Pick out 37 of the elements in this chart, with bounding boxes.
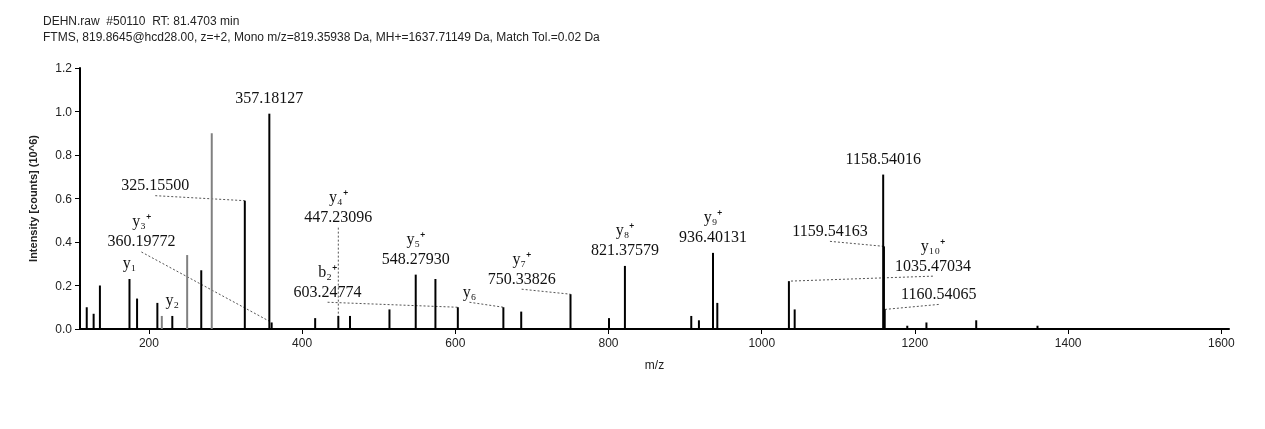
annotation: 325.15500 [121, 176, 190, 194]
y-tick-label: 0.2 [55, 278, 73, 293]
annotation: y₉⁺ 936.40131 [679, 208, 748, 246]
x-tick-label: 600 [445, 336, 466, 350]
annotation: 1160.54065 [901, 284, 977, 302]
chart-subtitle: FTMS, 819.8645@hcd28.00, z=+2, Mono m/z=819.35938 Da, MH+=1637.71149 Da, Match Tol.=0.02 Da [43, 30, 601, 44]
bar [186, 255, 189, 329]
y-tick-label: 1.0 [55, 104, 73, 119]
annotation: y₄⁺ 447.23096 [304, 188, 373, 226]
annotation: 357.18127 [235, 89, 304, 107]
annotation: y₁ [122, 254, 137, 273]
y-tick-label: 1.2 [55, 61, 73, 75]
annotation: 1159.54163 [792, 221, 868, 239]
annotation: y₈⁺ 821.37579 [590, 221, 659, 259]
bar [210, 133, 213, 329]
annotation: b₂⁺ 603.24774 [293, 262, 362, 300]
x-tick-label: 1200 [901, 336, 929, 350]
annotation: y₁₀⁺ 1035.47034 [894, 236, 971, 274]
annotation: 1158.54016 [845, 150, 921, 168]
chart-title: DEHN.raw #50110 RT: 81.4703 min [43, 14, 240, 28]
y-axis-title: Intensity [counts] (10^6) [26, 134, 39, 262]
annotation: y₂ [165, 291, 180, 310]
x-axis-title: m/z [644, 358, 665, 372]
y-tick-label: 0.8 [55, 148, 73, 162]
x-tick-label: 1600 [1207, 336, 1236, 350]
annotation: y₆ [462, 282, 477, 301]
x-tick-label: 200 [138, 336, 160, 350]
x-tick-label: 1000 [748, 336, 776, 350]
annotation: y₇⁺ 750.33826 [487, 249, 556, 287]
x-tick-label: 800 [598, 336, 619, 350]
y-tick-label: 0.4 [55, 235, 73, 249]
annotation: y₅⁺ 548.27930 [381, 230, 450, 268]
y-tick-label: 0.0 [55, 322, 73, 336]
x-tick-label: 400 [292, 336, 313, 350]
x-tick-label: 1400 [1054, 336, 1082, 350]
bar [160, 315, 163, 329]
y-tick-label: 0.6 [55, 191, 73, 206]
